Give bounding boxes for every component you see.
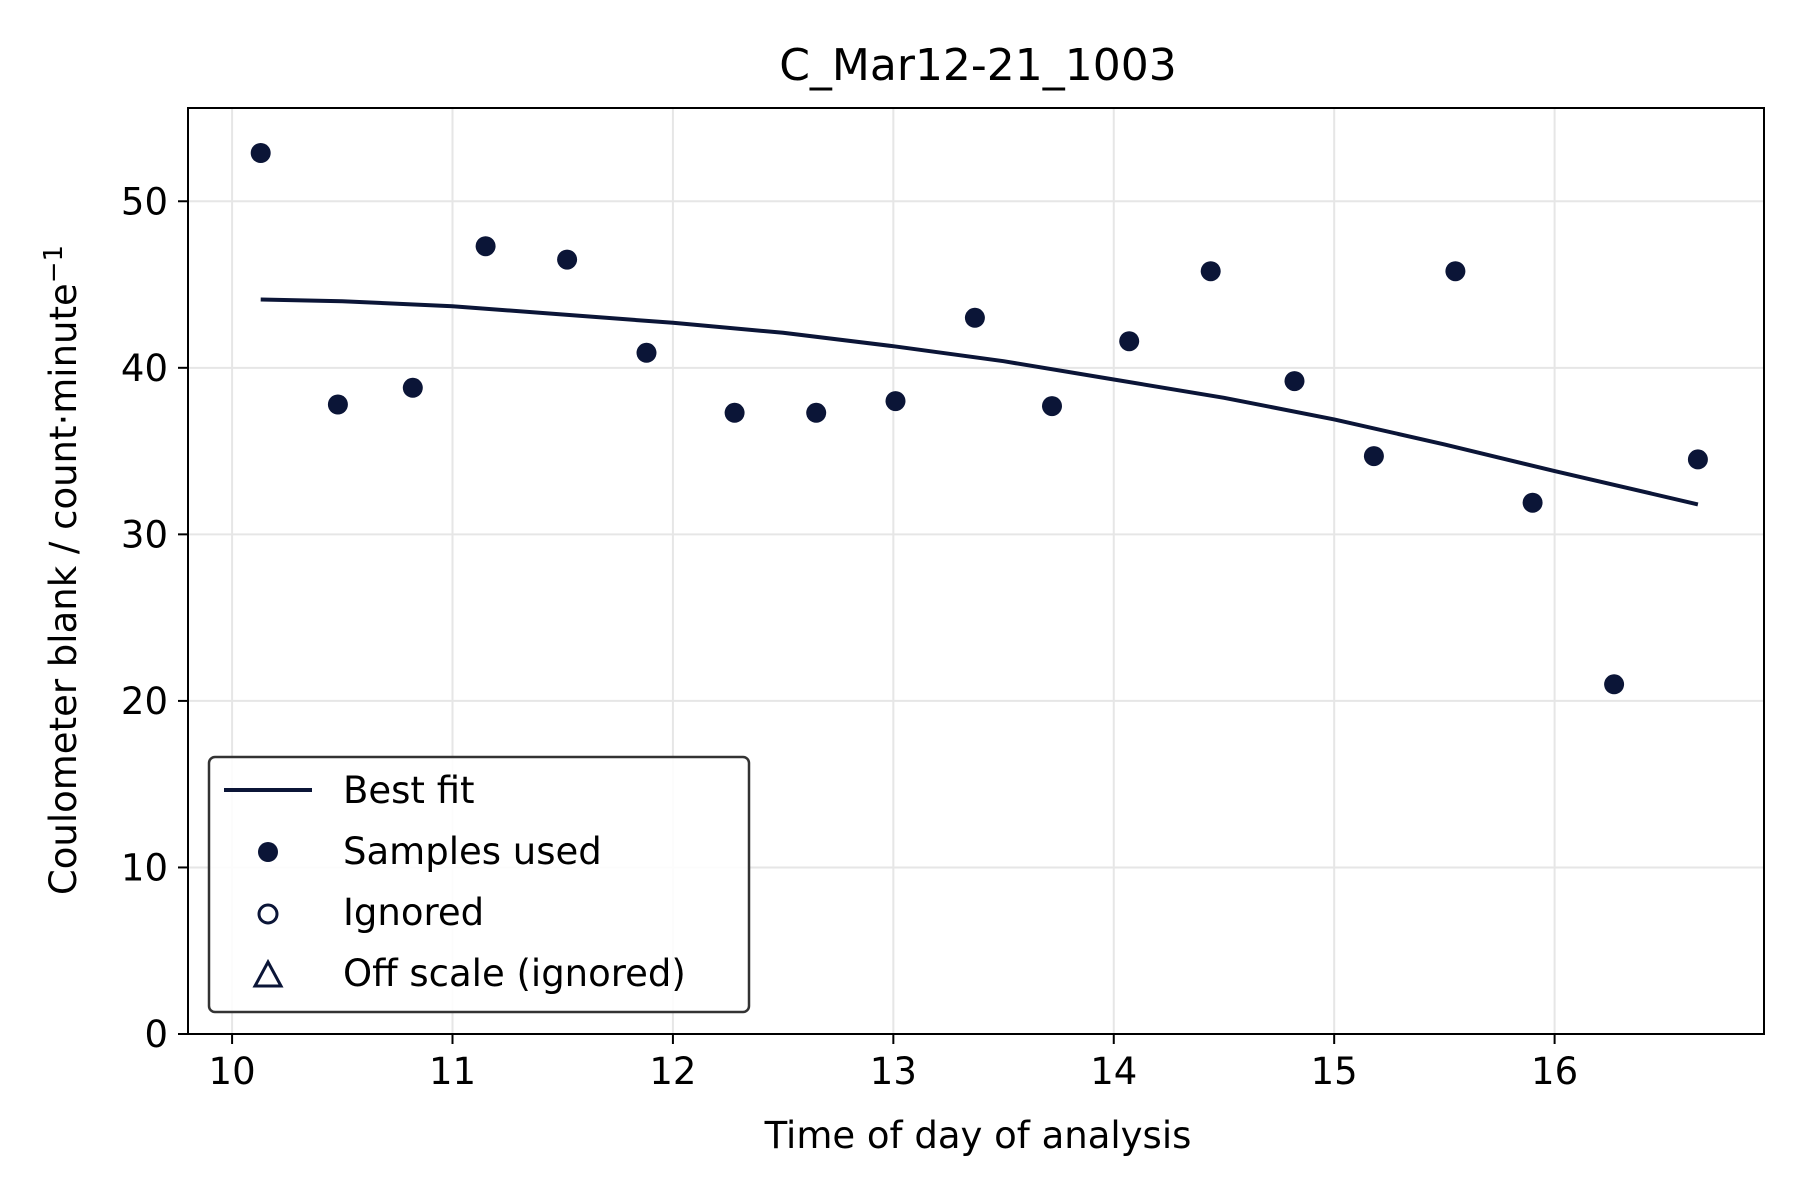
legend-label-best-fit: Best fit: [343, 769, 475, 812]
x-tick-label: 13: [870, 1050, 917, 1093]
sample-point: [557, 249, 578, 270]
axis-ticks: 10 11 12 13 14 15 16 0 10 20 30 40 50: [121, 180, 1578, 1093]
sample-point: [1687, 449, 1708, 470]
sample-point: [885, 391, 906, 412]
x-tick-label: 12: [649, 1050, 696, 1093]
x-tick-label: 10: [209, 1050, 256, 1093]
sample-point: [250, 143, 271, 163]
sample-point: [327, 394, 348, 415]
y-tick-label: 0: [144, 1013, 168, 1056]
legend-label-ignored: Ignored: [343, 891, 484, 934]
sample-point: [724, 402, 745, 423]
x-axis-title: Time of day of analysis: [764, 1114, 1192, 1157]
y-tick-label: 10: [121, 846, 168, 889]
legend-label-off-scale: Off scale (ignored): [343, 952, 686, 995]
best-fit-line: [260, 297, 1699, 507]
y-tick-label: 40: [121, 347, 168, 390]
sample-point: [636, 342, 657, 363]
grid: [188, 108, 1764, 1035]
chart-title: C_Mar12-21_1003: [779, 40, 1177, 91]
sample-point: [1604, 674, 1625, 695]
sample-point: [1522, 492, 1543, 513]
sample-point: [475, 236, 496, 257]
legend-box: [207, 755, 751, 1014]
x-tick-label: 16: [1531, 1050, 1578, 1093]
y-axis-title-main: Coulometer blank / count·minute: [42, 283, 85, 895]
sample-point: [1445, 261, 1466, 282]
sample-point: [1200, 261, 1221, 282]
samples-layer: [250, 143, 1708, 695]
y-tick-label: 30: [121, 513, 168, 556]
legend: Best fit Samples used Ignored Off scale …: [207, 755, 751, 1014]
sample-point: [1284, 371, 1305, 392]
legend-swatch-ignored: [257, 903, 279, 925]
best-fit-layer: [260, 297, 1699, 507]
sample-point: [1042, 396, 1062, 417]
y-axis-title-superscript: −1: [39, 245, 69, 283]
y-tick-label: 50: [121, 180, 168, 223]
x-tick-label: 11: [429, 1050, 476, 1093]
legend-swatch-samples-used: [258, 842, 278, 862]
sample-point: [964, 307, 985, 328]
plot-frame: [187, 107, 1765, 1035]
sample-point: [402, 377, 423, 398]
legend-label-samples-used: Samples used: [343, 830, 602, 873]
sample-point: [806, 402, 827, 423]
x-tick-label: 15: [1311, 1050, 1358, 1093]
sample-point: [1363, 446, 1384, 467]
legend-swatch-off-scale: [252, 958, 284, 988]
y-tick-label: 20: [121, 680, 168, 723]
y-axis-title: Coulometer blank / count·minute−1: [39, 245, 85, 895]
sample-point: [1119, 331, 1140, 352]
x-tick-label: 14: [1090, 1050, 1137, 1093]
